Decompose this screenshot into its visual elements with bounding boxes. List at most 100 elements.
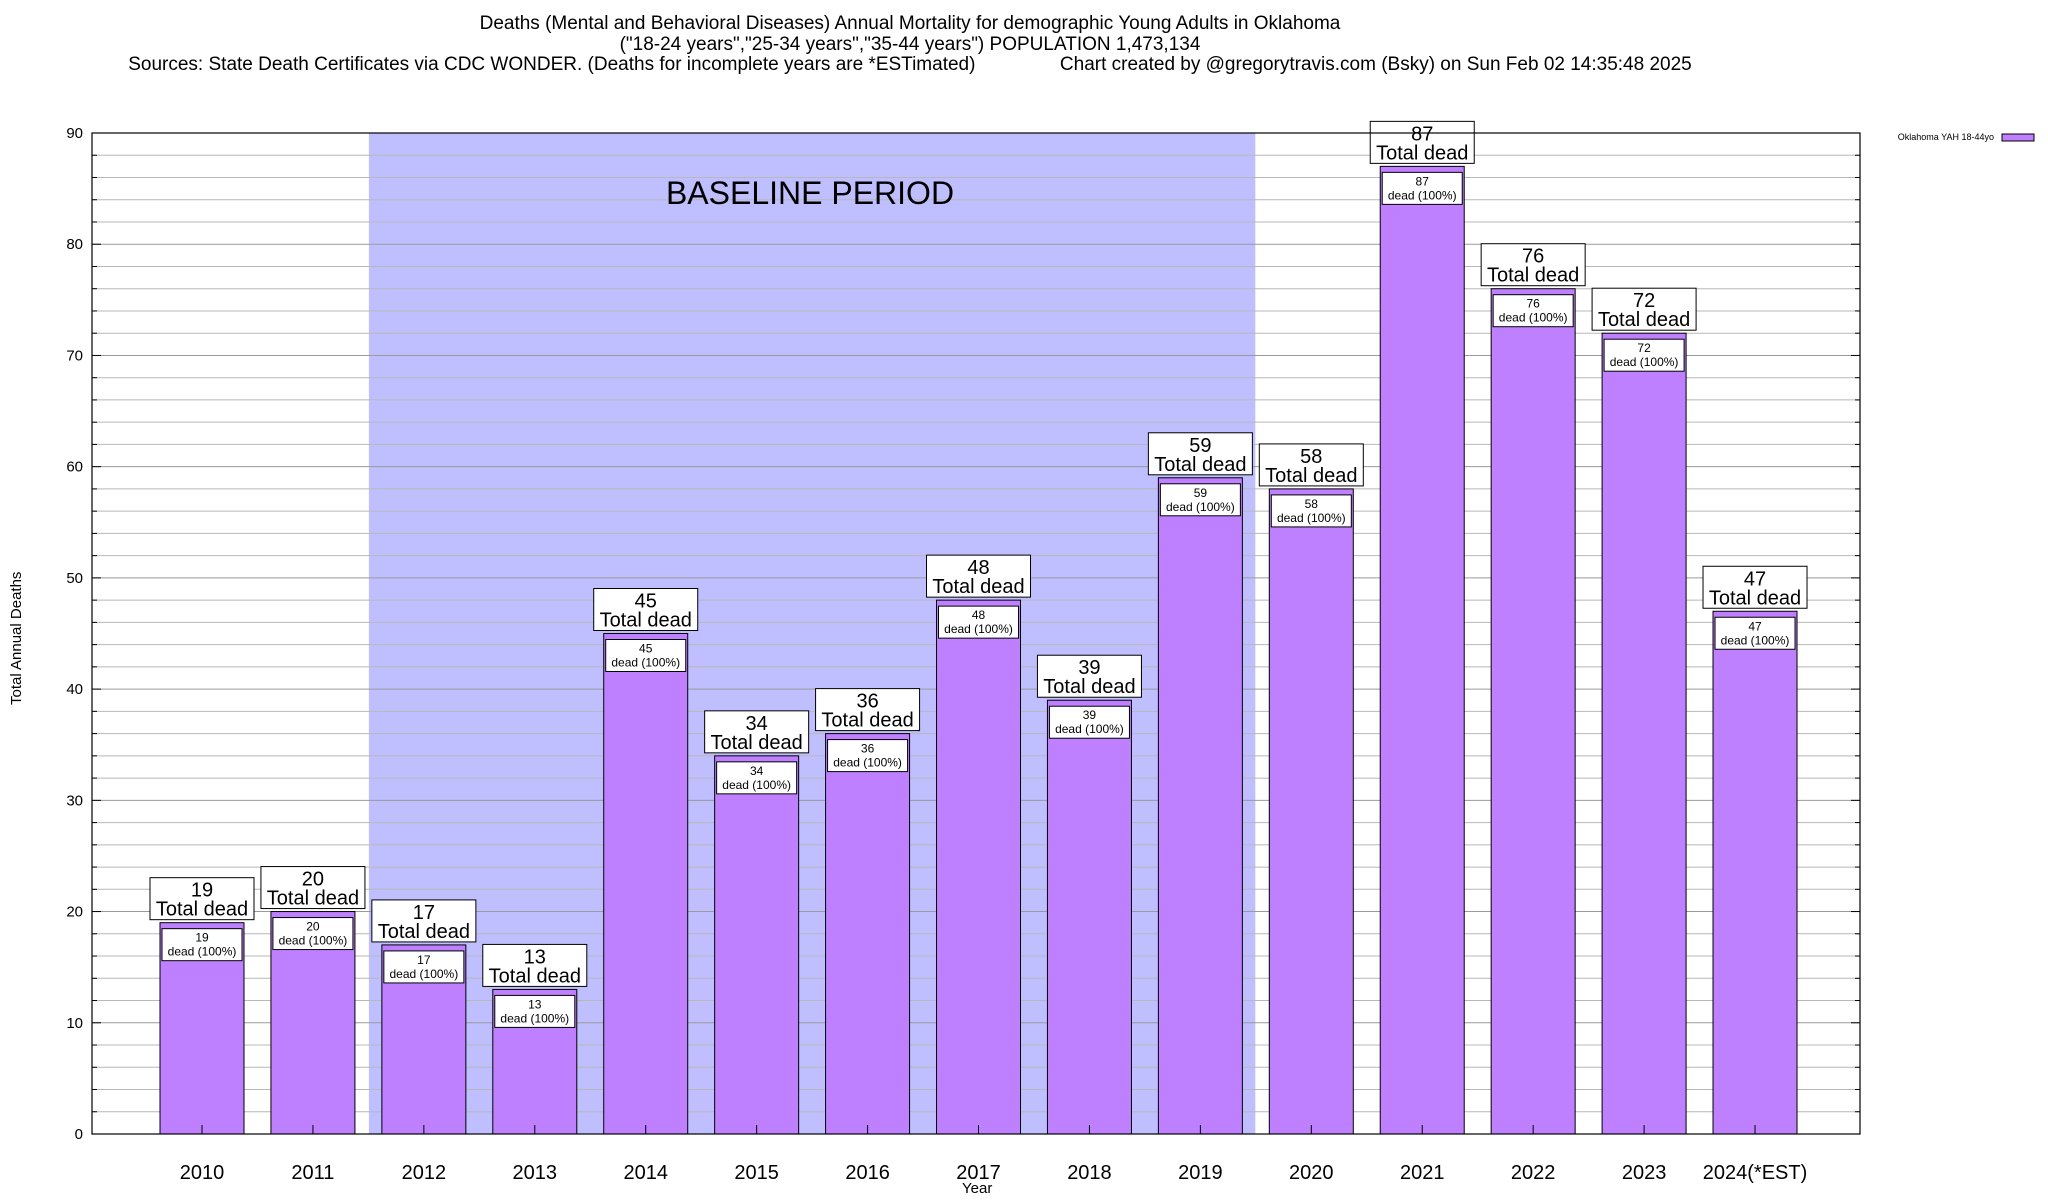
bar-top-label-box	[1147, 432, 1253, 476]
bar-top-label: Total dead	[1265, 465, 1357, 487]
bar-top-label: Total dead	[821, 710, 913, 732]
x-tick-label: 2021	[1400, 1162, 1445, 1184]
bar-inner-value: 72	[1637, 341, 1651, 355]
bar-inner-label: dead (100%)	[500, 1011, 569, 1025]
bar-inner-label: dead (100%)	[833, 756, 902, 770]
bar	[936, 599, 1022, 1135]
bar-top-label: Total dead	[1376, 142, 1468, 164]
y-tick-label: 60	[66, 459, 83, 476]
y-axis-label: Total Annual Deaths	[8, 571, 25, 705]
bar	[1046, 699, 1132, 1135]
bar-inner-label: dead (100%)	[944, 622, 1013, 636]
bar-inner-value: 39	[1083, 708, 1097, 722]
bar-inner-value: 87	[1416, 174, 1430, 188]
legend-label: Oklahoma YAH 18-44yo	[1898, 132, 1994, 142]
chart-title: Deaths (Mental and Behavioral Diseases) …	[479, 13, 1341, 34]
bar	[1490, 288, 1576, 1135]
bar-inner-value: 48	[972, 608, 986, 622]
x-tick-label: 2023	[1622, 1162, 1667, 1184]
bar-inner-label-box	[494, 994, 576, 1028]
bar-inner-value: 20	[306, 920, 320, 934]
bar-top-label-box	[593, 588, 699, 631]
bar-inner-label-box	[1603, 338, 1685, 372]
bar-top-value: 45	[635, 591, 657, 613]
bar-inner-value: 59	[1194, 486, 1208, 500]
bar-inner-value: 34	[750, 764, 764, 778]
chart-sources: Sources: State Death Certificates via CD…	[128, 54, 976, 75]
bar-inner-label: dead (100%)	[168, 945, 237, 959]
bar-top-label: Total dead	[1487, 265, 1579, 287]
bar-top-label: Total dead	[711, 732, 803, 754]
bar-inner-value: 13	[528, 997, 542, 1011]
x-tick-label: 2017	[956, 1162, 1001, 1184]
x-tick-label: 2014	[623, 1162, 668, 1184]
y-tick-label: 40	[66, 681, 83, 698]
x-tick-label: 2015	[734, 1162, 779, 1184]
bar-inner-label-box	[1270, 494, 1352, 528]
bar-top-label-box	[1702, 565, 1808, 609]
bar-inner-label-box	[827, 739, 909, 773]
bar-top-label: Total dead	[267, 888, 359, 910]
bar-top-label: Total dead	[932, 576, 1024, 598]
bar-inner-label-box	[605, 639, 687, 672]
bar-top-label-box	[260, 866, 366, 910]
bar-inner-label: dead (100%)	[1166, 500, 1235, 514]
bar-inner-label: dead (100%)	[722, 778, 791, 792]
bar-inner-label: dead (100%)	[390, 967, 459, 981]
y-tick-label: 20	[66, 904, 83, 921]
bar-top-value: 36	[856, 691, 878, 713]
bar-top-label-box	[149, 877, 255, 921]
bar-inner-label-box	[1381, 171, 1463, 205]
bar-inner-value: 36	[861, 742, 875, 756]
bar-inner-label: dead (100%)	[1499, 311, 1568, 325]
bar-top-value: 72	[1633, 290, 1655, 312]
bar-top-value: 20	[302, 869, 324, 891]
x-tick-label: 2011	[291, 1162, 334, 1184]
bar-top-value: 17	[413, 902, 435, 924]
x-tick-label: 2019	[1178, 1162, 1223, 1184]
bar-inner-label-box	[161, 928, 243, 962]
bar-top-label-box	[1369, 120, 1475, 164]
bar-top-label: Total dead	[1043, 676, 1135, 698]
bar-top-value: 58	[1300, 446, 1322, 468]
bar-top-label-box	[482, 943, 588, 987]
bar-inner-value: 19	[195, 931, 209, 945]
y-tick-label: 90	[66, 125, 83, 142]
x-tick-label: 2018	[1067, 1162, 1112, 1184]
x-tick-label: 2012	[402, 1162, 447, 1184]
y-tick-label: 80	[66, 236, 83, 253]
bar-top-value: 19	[191, 880, 213, 902]
bar	[825, 733, 911, 1135]
x-tick-label: 2016	[845, 1162, 890, 1184]
bar-top-value: 13	[524, 946, 546, 968]
bar-inner-label: dead (100%)	[1055, 722, 1124, 736]
bar-inner-label-box	[1714, 616, 1796, 650]
bar-top-label-box	[815, 688, 921, 732]
bar	[1712, 610, 1798, 1135]
y-tick-label: 10	[66, 1015, 83, 1032]
bar-top-label-box	[704, 710, 810, 754]
bar-top-value: 34	[746, 713, 768, 735]
bar	[1601, 332, 1687, 1135]
bar-inner-label-box	[716, 761, 798, 795]
bar-top-label: Total dead	[1709, 587, 1801, 609]
bar-top-label: Total dead	[1598, 309, 1690, 331]
chart-subtitle: ("18-24 years","25-34 years","35-44 year…	[619, 34, 1201, 55]
bar-inner-value: 17	[417, 953, 431, 967]
x-tick-label: 2024(*EST)	[1703, 1162, 1808, 1184]
legend: Oklahoma YAH 18-44yo	[1898, 132, 2035, 142]
y-tick-label: 30	[66, 792, 83, 809]
bar-inner-value: 45	[639, 642, 653, 656]
bar-inner-label: dead (100%)	[1277, 511, 1346, 525]
bar-inner-label-box	[1159, 483, 1241, 517]
bar-inner-label-box	[383, 950, 465, 984]
bar-top-value: 87	[1411, 123, 1433, 145]
bar-top-label: Total dead	[1154, 454, 1246, 476]
y-tick-label: 70	[66, 347, 83, 364]
bar-inner-label: dead (100%)	[1721, 633, 1790, 647]
bar	[1268, 488, 1354, 1135]
bar-inner-value: 76	[1526, 297, 1540, 311]
